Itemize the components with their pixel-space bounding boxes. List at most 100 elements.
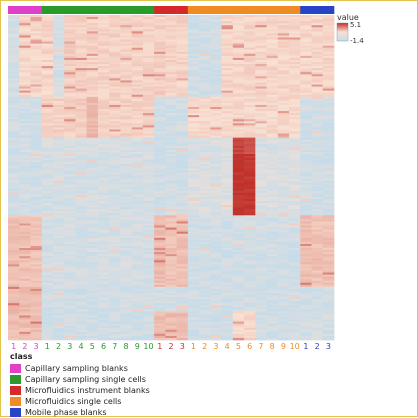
heatmap-cell xyxy=(232,129,245,132)
heatmap-cell xyxy=(64,123,76,126)
heatmap-cell xyxy=(165,266,177,269)
heatmap-cell xyxy=(176,262,189,265)
class-legend: class Capillary sampling blanks Capillar… xyxy=(10,352,150,418)
heatmap-cell xyxy=(19,162,31,165)
heatmap-cell xyxy=(41,151,54,155)
heatmap-cell xyxy=(52,295,65,298)
heatmap-cell xyxy=(97,192,110,196)
heatmap-cell xyxy=(52,151,65,155)
heatmap-cell xyxy=(97,62,110,65)
heatmap-cell xyxy=(75,64,88,67)
heatmap-cell xyxy=(277,196,290,200)
heatmap-cell xyxy=(244,295,256,298)
heatmap-cell xyxy=(64,74,76,77)
column-label: 8 xyxy=(270,342,275,351)
heatmap-cell xyxy=(300,121,312,124)
heatmap-cell xyxy=(19,127,31,130)
heatmap-cell xyxy=(154,19,166,22)
heatmap-cell xyxy=(244,180,256,183)
heatmap-cell xyxy=(64,284,76,288)
heatmap-cell xyxy=(8,203,20,206)
heatmap-cell xyxy=(19,35,31,38)
heatmap-cell xyxy=(64,62,76,65)
heatmap-cell xyxy=(232,201,245,204)
heatmap-cell xyxy=(266,186,279,190)
heatmap-cell xyxy=(19,129,31,132)
heatmap-cell xyxy=(131,39,144,42)
heatmap-cell xyxy=(244,260,256,263)
heatmap-cell xyxy=(210,184,222,188)
heatmap-cell xyxy=(244,123,256,126)
heatmap-cell xyxy=(64,321,76,324)
heatmap-cell xyxy=(30,94,43,98)
heatmap-cell xyxy=(109,282,121,286)
heatmap-cell xyxy=(131,153,144,157)
heatmap-cell xyxy=(165,33,177,36)
heatmap-cell xyxy=(8,158,20,161)
heatmap-cell xyxy=(154,84,166,87)
heatmap-cell xyxy=(41,280,54,284)
heatmap-cell xyxy=(154,315,166,318)
heatmap-cell xyxy=(41,72,54,75)
heatmap-cell xyxy=(199,209,211,212)
heatmap-cell xyxy=(277,100,290,104)
heatmap-cell xyxy=(266,278,279,282)
heatmap-cell xyxy=(255,68,267,71)
heatmap-cell xyxy=(19,100,31,104)
heatmap-cell xyxy=(311,49,324,53)
column-label: 1 xyxy=(45,342,50,351)
heatmap-cell xyxy=(221,286,234,290)
heatmap-cell xyxy=(165,252,177,255)
heatmap-cell xyxy=(244,201,256,204)
heatmap-cell xyxy=(64,47,76,51)
heatmap-cell xyxy=(109,303,121,306)
heatmap-cell xyxy=(165,213,177,216)
heatmap-cell xyxy=(322,125,335,128)
heatmap-cell xyxy=(8,121,20,124)
heatmap-cell xyxy=(266,143,279,147)
heatmap-cell xyxy=(8,307,20,310)
heatmap-cell xyxy=(142,297,155,300)
heatmap-cell xyxy=(165,250,177,253)
heatmap-cell xyxy=(30,39,43,42)
heatmap-cell xyxy=(30,327,43,331)
heatmap-cell xyxy=(311,272,324,275)
heatmap-cell xyxy=(322,72,335,75)
heatmap-cell xyxy=(64,274,76,277)
heatmap-cell xyxy=(8,286,20,290)
class-bar-segment xyxy=(289,6,301,14)
heatmap-cell xyxy=(75,47,88,51)
heatmap-cell xyxy=(52,62,65,65)
heatmap-cell xyxy=(244,127,256,130)
heatmap-cell xyxy=(19,264,31,267)
heatmap-cell xyxy=(165,51,177,55)
heatmap-cell xyxy=(109,51,121,55)
heatmap-cell xyxy=(154,94,166,98)
heatmap-cell xyxy=(277,25,290,28)
heatmap-cell xyxy=(120,225,132,228)
heatmap-cell xyxy=(221,133,234,136)
heatmap-cell xyxy=(142,49,155,53)
heatmap-cell xyxy=(244,59,256,63)
heatmap-cell xyxy=(176,49,189,53)
heatmap-cell xyxy=(41,323,54,327)
heatmap-cell xyxy=(41,239,54,243)
heatmap-cell xyxy=(165,100,177,104)
heatmap-cell xyxy=(86,288,99,292)
heatmap-cell xyxy=(255,295,267,298)
heatmap-cell xyxy=(187,64,200,67)
heatmap-cell xyxy=(232,147,245,151)
heatmap-cell xyxy=(120,141,132,145)
heatmap-cell xyxy=(266,282,279,286)
heatmap-cell xyxy=(221,270,234,273)
heatmap-cell xyxy=(232,29,245,32)
heatmap-cell xyxy=(154,76,166,79)
heatmap-cell xyxy=(64,237,76,241)
heatmap-cell xyxy=(142,98,155,102)
heatmap-cell xyxy=(52,180,65,183)
heatmap-cell xyxy=(322,19,335,22)
heatmap-cell xyxy=(41,160,54,163)
heatmap-cell xyxy=(52,43,65,47)
heatmap-cell xyxy=(210,333,222,337)
heatmap-cell xyxy=(300,331,312,335)
